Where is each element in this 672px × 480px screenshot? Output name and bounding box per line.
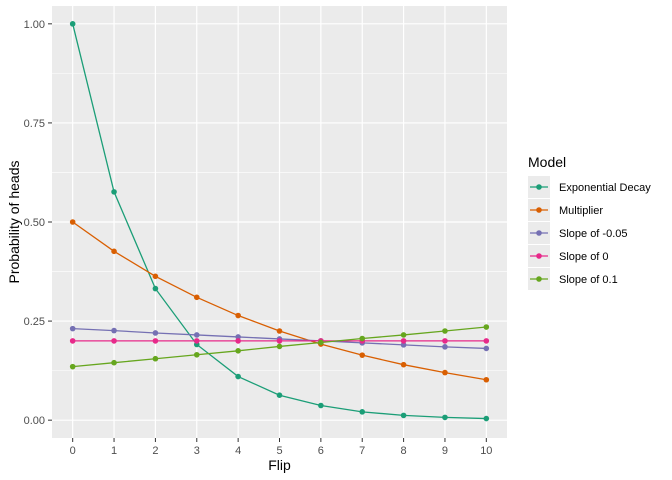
data-point <box>483 338 490 344</box>
data-point <box>111 359 117 366</box>
data-point <box>69 21 76 27</box>
series-4 <box>69 324 490 370</box>
data-point <box>442 414 448 421</box>
legend-key-point <box>536 184 542 190</box>
legend-label: Slope of 0.1 <box>559 274 618 286</box>
legend-item: Multiplier <box>528 199 603 221</box>
legend-title: Model <box>528 154 566 170</box>
data-point <box>152 355 159 362</box>
data-point <box>483 345 490 352</box>
data-point <box>111 327 117 334</box>
data-point <box>442 338 448 344</box>
data-point <box>111 189 117 195</box>
data-point <box>193 332 200 338</box>
data-point <box>69 363 76 370</box>
legend-label: Slope of -0.05 <box>559 228 628 240</box>
series-3 <box>69 338 490 344</box>
data-point <box>69 325 76 332</box>
data-point <box>318 402 324 409</box>
x-tick-label: 5 <box>276 445 282 457</box>
x-tick-label: 4 <box>235 445 241 457</box>
data-point <box>276 328 283 334</box>
data-point <box>359 335 366 342</box>
y-tick-label: 0.50 <box>24 217 45 229</box>
data-point <box>193 294 200 301</box>
y-tick-label: 1.00 <box>24 19 45 31</box>
data-point <box>400 332 407 338</box>
data-point <box>152 330 159 336</box>
legend-key-point <box>536 230 542 236</box>
data-point <box>152 285 159 292</box>
data-point <box>483 415 490 422</box>
x-tick-label: 7 <box>359 445 365 457</box>
legend-label: Slope of 0 <box>559 251 609 263</box>
series-layer <box>69 21 490 422</box>
data-point <box>69 338 76 344</box>
x-axis: 0 1 2 3 4 5 6 7 8 9 10 <box>70 438 492 457</box>
data-point <box>400 338 407 344</box>
data-point <box>359 409 366 415</box>
legend-label: Multiplier <box>559 205 603 217</box>
data-point <box>152 338 159 344</box>
series-0 <box>69 21 490 422</box>
legend-key-point <box>536 276 542 282</box>
data-point <box>442 344 448 350</box>
data-point <box>235 373 241 380</box>
data-point <box>235 334 241 340</box>
y-tick-label: 0.00 <box>24 415 45 427</box>
y-tick-label: 0.75 <box>24 118 45 130</box>
y-axis-title: Probability of heads <box>6 161 22 284</box>
y-tick-label: 0.25 <box>24 316 45 328</box>
x-tick-label: 1 <box>111 445 117 457</box>
x-tick-label: 6 <box>318 445 324 457</box>
series-1 <box>69 219 490 383</box>
data-point <box>69 219 76 225</box>
data-point <box>400 412 407 419</box>
data-point <box>359 352 366 358</box>
x-tick-label: 0 <box>70 445 76 457</box>
data-point <box>442 328 448 334</box>
data-point <box>318 339 324 346</box>
legend-key-point <box>536 253 542 259</box>
legend-label: Exponential Decay <box>559 182 651 194</box>
data-point <box>276 338 283 344</box>
x-tick-label: 10 <box>480 445 492 457</box>
data-point <box>152 273 159 280</box>
data-point <box>276 343 283 350</box>
data-point <box>276 392 283 398</box>
data-point <box>235 338 241 344</box>
data-point <box>111 338 117 344</box>
x-tick-label: 8 <box>401 445 407 457</box>
data-point <box>235 312 241 319</box>
data-point <box>483 324 490 330</box>
data-point <box>400 342 407 348</box>
legend-key-point <box>536 207 542 213</box>
data-point <box>111 248 117 255</box>
data-point <box>193 338 200 344</box>
x-tick-label: 9 <box>442 445 448 457</box>
x-axis-title: Flip <box>268 457 291 473</box>
data-point <box>235 348 241 354</box>
legend-item: Exponential Decay <box>528 176 651 198</box>
legend-item: Slope of -0.05 <box>528 222 628 244</box>
x-tick-label: 3 <box>194 445 200 457</box>
data-point <box>400 361 407 368</box>
y-axis: 0.00 0.25 0.50 0.75 1.00 <box>24 19 52 427</box>
x-tick-label: 2 <box>152 445 158 457</box>
data-point <box>442 369 448 376</box>
legend-item: Slope of 0.1 <box>528 268 618 290</box>
data-point <box>483 376 490 383</box>
data-point <box>193 351 200 358</box>
legend-item: Slope of 0 <box>528 245 609 267</box>
legend: Model Exponential Decay Multiplier Slope o… <box>528 154 651 290</box>
